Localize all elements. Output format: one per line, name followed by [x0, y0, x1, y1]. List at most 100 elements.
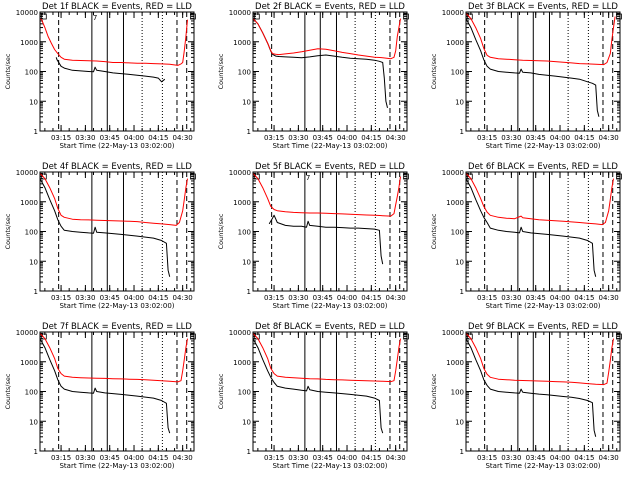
x-tick-label: 04:30: [173, 454, 193, 462]
y-tick-label: 100: [238, 69, 251, 77]
y-tick-label: 1: [247, 128, 251, 136]
plot-frame: [39, 11, 195, 132]
y-tick-label: 1000: [233, 359, 251, 367]
x-tick-label: 04:00: [124, 294, 144, 302]
y-tick-label: 100: [238, 389, 251, 397]
x-tick-label: 03:15: [51, 134, 71, 142]
state-marker: [466, 173, 473, 180]
state-marker: [403, 333, 409, 340]
y-axis-label: Counts/sec: [217, 53, 225, 89]
y-tick-label: 100: [451, 229, 464, 237]
plot-frame: [252, 331, 408, 452]
y-axis-label: Counts/sec: [217, 213, 225, 249]
x-tick-label: 03:30: [501, 454, 521, 462]
y-tick-label: 1000: [446, 359, 464, 367]
x-tick-label: 03:45: [313, 134, 333, 142]
x-axis-label: Start Time (22-May-13 03:02:00): [485, 142, 600, 150]
x-axis-label: Start Time (22-May-13 03:02:00): [59, 302, 174, 310]
series-events-line: [55, 57, 166, 83]
detector-panel: Det 9f BLACK = Events, RED = LLD Counts/s…: [430, 322, 622, 470]
plot-frame: [252, 11, 408, 132]
y-tick-label: 10: [29, 418, 38, 426]
x-tick-label: 04:00: [337, 134, 357, 142]
x-tick-label: 03:15: [264, 294, 284, 302]
x-tick-label: 03:15: [477, 134, 497, 142]
detector-panel: Det 4f BLACK = Events, RED = LLD Counts/s…: [4, 162, 196, 310]
x-tick-label: 03:45: [100, 134, 120, 142]
x-tick-label: 04:00: [550, 134, 570, 142]
x-tick-label: 04:00: [550, 454, 570, 462]
x-tick-label: 03:45: [313, 454, 333, 462]
series-events-line: [39, 338, 171, 434]
panel-title: Det 9f BLACK = Events, RED = LLD: [468, 322, 618, 332]
series-lld-line: [39, 173, 188, 226]
plot-frame: [465, 331, 621, 452]
x-axis-label: Start Time (22-May-13 03:02:00): [272, 142, 387, 150]
series-lld-line: [252, 333, 401, 383]
series-lld-line: [39, 333, 188, 383]
detector-panel: Det 1f BLACK = Events, RED = LLD Counts/s…: [4, 2, 196, 150]
state-marker: [616, 173, 622, 180]
x-axis-label: Start Time (22-May-13 03:02:00): [272, 302, 387, 310]
panel-title: Det 4f BLACK = Events, RED = LLD: [42, 162, 192, 172]
y-tick-label: 10000: [229, 329, 251, 337]
series-lld-line: [252, 18, 401, 60]
x-tick-label: 03:45: [526, 134, 546, 142]
x-tick-label: 03:45: [313, 294, 333, 302]
state-marker: [253, 333, 260, 340]
y-axis-label: Counts/sec: [4, 53, 12, 89]
x-tick-label: 03:30: [501, 294, 521, 302]
y-tick-label: 100: [25, 69, 38, 77]
series-events-line: [465, 338, 597, 437]
series-lld-line: [252, 173, 401, 217]
series-events-line: [39, 178, 171, 277]
panel-title: Det 5f BLACK = Events, RED = LLD: [255, 162, 405, 172]
x-axis-label: Start Time (22-May-13 03:02:00): [272, 462, 387, 470]
panel-title: Det 7f BLACK = Events, RED = LLD: [42, 322, 192, 332]
x-tick-label: 04:15: [574, 454, 594, 462]
state-marker: [616, 333, 622, 340]
y-tick-label: 1000: [446, 199, 464, 207]
x-tick-label: 03:30: [288, 134, 308, 142]
x-tick-label: 04:00: [550, 294, 570, 302]
state-marker: [403, 173, 409, 180]
detector-panel: Det 8f BLACK = Events, RED = LLD Counts/s…: [217, 322, 409, 470]
series-lld-line: [465, 13, 616, 66]
y-tick-label: 10000: [442, 329, 464, 337]
x-tick-label: 04:00: [124, 134, 144, 142]
series-lld-line: [465, 333, 614, 386]
y-axis-label: Counts/sec: [430, 373, 438, 409]
y-tick-label: 1000: [20, 199, 38, 207]
x-tick-label: 04:15: [148, 134, 168, 142]
y-axis-label: Counts/sec: [430, 53, 438, 89]
plot-frame: [465, 171, 621, 292]
state-marker: [466, 13, 473, 20]
y-tick-label: 1: [460, 288, 464, 296]
y-tick-label: 10000: [442, 169, 464, 177]
x-tick-label: 03:30: [288, 454, 308, 462]
state-marker: [40, 173, 47, 180]
series-lld-line: [465, 173, 614, 226]
event-flag-label: 7: [93, 14, 97, 22]
y-tick-label: 10: [455, 418, 464, 426]
x-tick-label: 04:15: [361, 294, 381, 302]
y-tick-label: 10000: [229, 169, 251, 177]
y-tick-label: 1000: [20, 359, 38, 367]
panel-title: Det 1f BLACK = Events, RED = LLD: [42, 2, 192, 12]
x-tick-label: 04:15: [361, 134, 381, 142]
plot-frame: [39, 331, 195, 452]
y-tick-label: 100: [25, 229, 38, 237]
y-tick-label: 1: [34, 448, 38, 456]
series-events-line: [465, 18, 600, 117]
y-axis-label: Counts/sec: [4, 373, 12, 409]
y-tick-label: 1: [247, 288, 251, 296]
x-tick-label: 04:30: [386, 294, 406, 302]
event-flag-label: 7: [306, 174, 310, 182]
x-axis-label: Start Time (22-May-13 03:02:00): [59, 462, 174, 470]
y-tick-label: 10000: [16, 169, 38, 177]
y-tick-label: 10: [242, 258, 251, 266]
series-events-line: [268, 214, 384, 265]
y-axis-label: Counts/sec: [4, 213, 12, 249]
y-tick-label: 10: [455, 258, 464, 266]
